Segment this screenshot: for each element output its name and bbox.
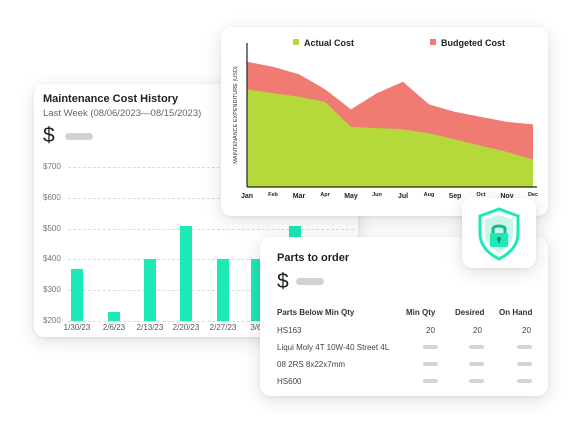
month-label: Sep [449,193,462,200]
y-tick-label: $600 [43,192,61,202]
y-tick-label: $400 [43,254,61,264]
gridline [68,321,354,322]
bar [144,259,156,321]
bar [180,225,192,321]
x-tick-label: 1/30/23 [63,323,91,332]
part-row-desired-placeholder [469,362,484,366]
gridline [68,228,354,230]
y-tick-label: $500 [43,223,61,233]
part-row-on-hand-placeholder [517,362,532,366]
security-badge [462,198,536,268]
history-currency: $ [43,124,55,147]
history-date-range: Last Week (08/06/2023—08/15/2023) [43,108,202,119]
legend-swatch-actual [293,39,299,45]
y-tick-label: $200 [43,316,61,325]
cost-area-chart-card: MAINTENANCE EXPENDITURE (USD) Actual Cos… [221,27,548,216]
gridline [68,197,354,199]
part-row-on-hand: 20 [522,326,531,335]
month-label: Aug [424,192,435,198]
history-title: Maintenance Cost History [43,93,179,105]
x-tick-label: 2/20/23 [172,323,200,332]
actual-cost-area [247,89,533,187]
part-row-on-hand-placeholder [517,379,532,383]
month-label: Jan [241,193,253,200]
part-row-desired-placeholder [469,345,484,349]
part-row-min-placeholder [423,379,438,383]
x-tick-label: 2/13/23 [136,323,164,332]
bar [71,268,83,321]
cost-area-chart: MAINTENANCE EXPENDITURE (USD) Actual Cos… [233,38,538,200]
part-row-min-placeholder [423,345,438,349]
bar [217,259,229,321]
y-axis-label: MAINTENANCE EXPENDITURE (USD) [233,66,239,164]
header-min-qty: Min Qty [406,308,436,317]
month-label: Jul [398,193,408,200]
part-row-on-hand-placeholder [517,345,532,349]
y-tick-label: $700 [43,162,61,171]
part-row-name: HS163 [277,326,302,335]
month-label: Dec [528,192,538,198]
month-label: May [344,193,358,200]
part-row-name: HS600 [277,377,302,386]
month-label: Oct [476,192,485,198]
gridline [68,167,354,168]
header-parts-below-min: Parts Below Min Qty [277,308,355,317]
month-label: Apr [320,192,330,198]
part-row-min: 20 [426,326,435,335]
bar [108,311,120,321]
header-desired: Desired [455,308,485,317]
part-row-desired-placeholder [469,379,484,383]
x-tick-label: 3/6/ [250,323,264,332]
legend-label-actual: Actual Cost [304,38,354,48]
x-tick-label: 2/6/23 [102,323,126,332]
month-label: Mar [293,193,306,200]
part-row-desired: 20 [473,326,482,335]
parts-currency: $ [277,270,289,293]
gridline [68,259,354,261]
parts-amount-placeholder [296,278,324,285]
part-row-name: 08 2RS 8x22x7mm [277,360,346,369]
month-label: Jun [372,192,382,198]
y-tick-label: $300 [43,285,61,295]
header-on-hand: On Hand [499,308,533,317]
part-row-name: Liqui Moly 4T 10W-40 Street 4L [277,343,390,352]
gridline [68,290,354,292]
month-label: Feb [268,192,278,198]
x-tick-label: 2/27/23 [209,323,237,332]
history-amount-placeholder [65,133,93,140]
shield-lock-icon [478,207,520,261]
legend-swatch-budgeted [430,39,436,45]
parts-title: Parts to order [277,252,350,264]
part-row-min-placeholder [423,362,438,366]
month-label: Nov [500,193,513,200]
legend-label-budgeted: Budgeted Cost [441,38,505,48]
